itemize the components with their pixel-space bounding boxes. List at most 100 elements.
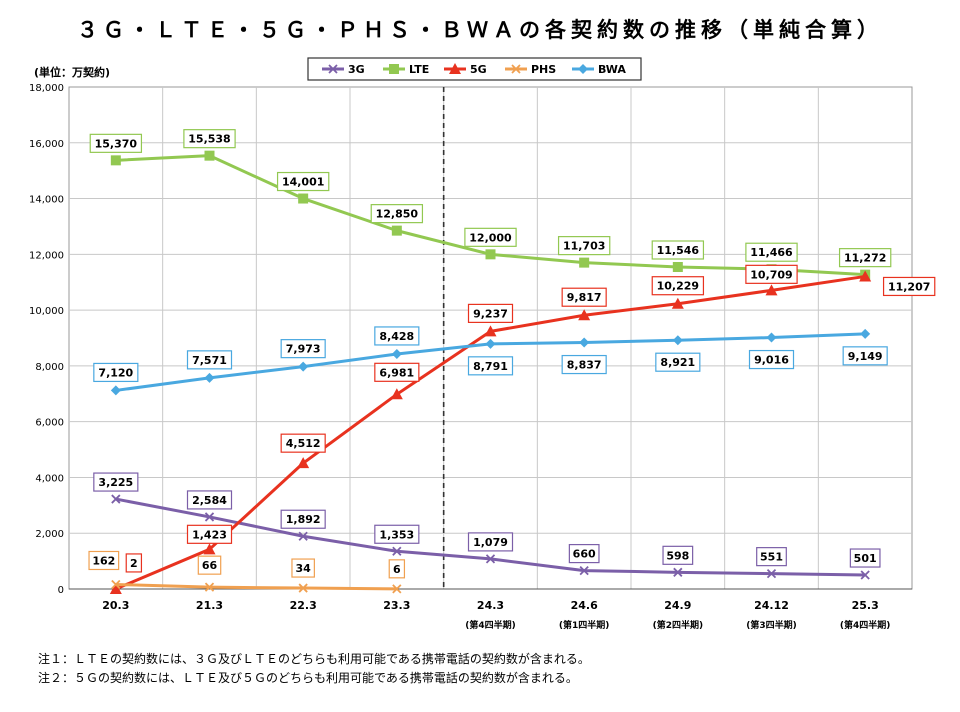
data-label-5g: 11,207 (888, 280, 930, 293)
data-label-box-5g (467, 303, 514, 323)
data-label-lte: 11,546 (657, 244, 700, 257)
point-3g (485, 554, 496, 564)
x-tick-label: 20.3 (102, 599, 129, 612)
point-3g-b (766, 568, 777, 579)
x-tick-label: 24.3 (477, 599, 504, 612)
data-label-box-3g (374, 524, 420, 544)
x-tick-label: 21.3 (196, 599, 223, 612)
point-3g-b (673, 567, 683, 577)
data-label-phs: 6 (393, 563, 401, 576)
footnote-2: 注２：５Ｇの契約数には、ＬＴＥ及び５Ｇのどちらも利用可能である携帯電話の契約数が… (38, 671, 578, 685)
point-3g-b (298, 531, 308, 541)
y-tick-label: 6,000 (35, 418, 64, 429)
point-phs-b (204, 582, 215, 592)
data-label-bwa: 8,921 (660, 356, 695, 369)
data-label-box-bwa (561, 354, 607, 375)
point-3g (766, 568, 777, 579)
data-label-lte: 12,000 (469, 231, 512, 244)
data-label-phs: 66 (202, 559, 218, 572)
data-label-box-5g (125, 553, 143, 573)
data-label-box-phs (388, 559, 406, 579)
point-bwa (672, 335, 683, 346)
point-5g (578, 309, 591, 321)
data-label-box-lte (651, 240, 705, 260)
point-lte (391, 225, 402, 236)
point-bwa (110, 385, 121, 396)
data-label-box-3g (662, 545, 694, 565)
data-label-bwa: 7,571 (192, 354, 227, 367)
unit-label: (単位：万契約) (34, 66, 111, 79)
point-3g (204, 512, 215, 522)
data-label-5g: 9,817 (567, 291, 602, 304)
data-label-lte: 15,538 (188, 133, 230, 146)
point-phs (298, 583, 308, 593)
legend-label-lte: LTE (409, 63, 429, 76)
series-line-phs (115, 582, 397, 591)
point-phs-b (298, 583, 308, 593)
legend-marker-phs-b (511, 64, 521, 74)
data-label-box-5g (561, 287, 607, 307)
data-label-5g: 4,512 (286, 437, 321, 450)
data-label-box-5g (186, 524, 233, 544)
x-tick-sublabel: (第4四半期) (465, 619, 516, 631)
data-label-3g: 551 (760, 551, 783, 564)
data-label-bwa: 9,149 (848, 350, 883, 363)
point-lte (298, 193, 309, 204)
x-tick-label: 24.6 (571, 599, 598, 612)
point-5g (765, 284, 778, 296)
point-5g (390, 388, 403, 400)
legend-marker-bwa (578, 64, 588, 74)
data-label-lte: 14,001 (282, 176, 324, 189)
point-bwa (391, 348, 402, 359)
point-3g-b (579, 565, 589, 576)
data-label-3g: 1,892 (286, 513, 321, 526)
point-5g (297, 457, 310, 469)
legend-marker-phs (511, 64, 521, 74)
point-5g (109, 582, 122, 594)
data-label-bwa: 9,016 (754, 354, 789, 367)
data-label-3g: 2,584 (192, 494, 227, 507)
y-tick-label: 12,000 (29, 250, 64, 261)
legend-marker-5g (449, 63, 461, 74)
point-lte (672, 261, 683, 272)
data-label-box-lte (183, 129, 236, 149)
point-bwa (860, 328, 871, 339)
point-bwa (579, 337, 590, 348)
point-3g-b (111, 494, 121, 504)
legend-label-phs: PHS (531, 63, 556, 76)
point-phs (204, 582, 215, 592)
point-phs (392, 584, 402, 594)
data-label-box-lte (276, 171, 330, 192)
data-label-box-bwa (280, 339, 326, 359)
data-label-box-bwa (374, 326, 420, 346)
x-tick-label: 23.3 (383, 599, 410, 612)
data-label-box-3g (280, 509, 326, 529)
point-bwa (298, 361, 309, 372)
legend-label-bwa: BWA (598, 63, 626, 76)
data-label-box-3g (186, 490, 233, 510)
chart-title: ３Ｇ・ＬＴＥ・５Ｇ・ＰＨＳ・ＢＷＡの各契約数の推移（単純合算） (77, 18, 883, 42)
y-tick-label: 16,000 (29, 139, 64, 150)
data-label-box-3g (756, 547, 787, 567)
point-3g (298, 531, 308, 541)
data-label-phs: 162 (92, 554, 115, 567)
y-tick-label: 2,000 (35, 529, 64, 540)
point-3g (579, 565, 589, 576)
x-tick-label: 24.9 (664, 599, 691, 612)
point-bwa (766, 332, 777, 343)
data-label-box-lte (464, 227, 517, 247)
data-label-5g: 1,423 (192, 528, 227, 541)
x-tick-sublabel: (第4四半期) (840, 619, 891, 631)
data-label-lte: 11,703 (563, 240, 605, 253)
x-tick-label: 24.12 (754, 599, 789, 612)
point-3g (392, 546, 402, 556)
data-label-box-5g (374, 362, 420, 382)
legend-marker-3g (328, 64, 338, 74)
y-tick-label: 14,000 (29, 195, 64, 206)
point-lte (204, 150, 215, 161)
data-label-5g: 2 (130, 557, 138, 570)
data-label-box-bwa (748, 349, 795, 370)
y-tick-label: 0 (58, 585, 64, 596)
data-label-box-lte (557, 236, 611, 256)
data-label-box-3g (93, 472, 139, 492)
